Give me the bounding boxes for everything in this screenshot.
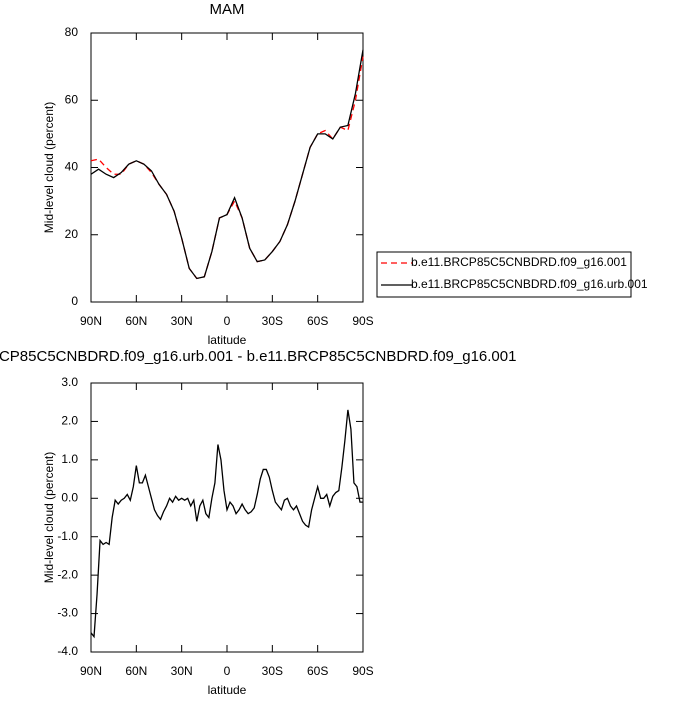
y-tick-label: 40 [65, 160, 79, 174]
x-axis-label: latitude [208, 683, 247, 697]
y-axis-label: Mid-level cloud (percent) [42, 452, 56, 583]
x-tick-label: 0 [224, 664, 231, 678]
x-tick-label: 30N [171, 314, 193, 328]
y-tick-label: -2.0 [57, 567, 78, 581]
legend-box [376, 251, 632, 298]
x-tick-label: 60S [307, 664, 328, 678]
x-tick-label: 60N [125, 664, 147, 678]
y-tick-label: -3.0 [57, 606, 78, 620]
plot-frame [90, 382, 364, 653]
y-tick-label: 1.0 [61, 452, 78, 466]
legend-label: b.e11.BRCP85C5CNBDRD.f09_g16.urb.001 [411, 277, 648, 291]
data-line [90, 409, 363, 639]
y-tick-label: 0 [71, 294, 78, 308]
x-tick-label: 60S [307, 314, 328, 328]
y-tick-label: 2.0 [61, 414, 78, 428]
x-tick-label: 90N [80, 664, 102, 678]
data-line [90, 49, 364, 280]
x-tick-label: 30S [262, 314, 283, 328]
y-tick-label: 80 [65, 25, 79, 39]
y-tick-label: -1.0 [57, 529, 78, 543]
chart-title: MAM [210, 1, 245, 18]
y-tick-label: 3.0 [61, 375, 78, 389]
x-axis-label: latitude [208, 333, 247, 347]
x-tick-label: 90S [352, 664, 373, 678]
y-axis-label: Mid-level cloud (percent) [42, 102, 56, 233]
y-tick-label: -4.0 [57, 644, 78, 658]
x-tick-label: 90S [352, 314, 373, 328]
y-tick-label: 0.0 [61, 490, 78, 504]
data-line [90, 56, 364, 280]
x-tick-label: 30S [262, 664, 283, 678]
x-tick-label: 30N [171, 664, 193, 678]
x-tick-label: 60N [125, 314, 147, 328]
x-tick-label: 90N [80, 314, 102, 328]
y-tick-label: 60 [65, 92, 79, 106]
legend-label: b.e11.BRCP85C5CNBDRD.f09_g16.001 [411, 255, 627, 269]
plot-frame [90, 32, 364, 303]
x-tick-label: 0 [224, 314, 231, 328]
y-tick-label: 20 [65, 227, 79, 241]
chart-title: b.e11.BRCP85C5CNBDRD.f09_g16.urb.001 - b… [0, 348, 516, 365]
